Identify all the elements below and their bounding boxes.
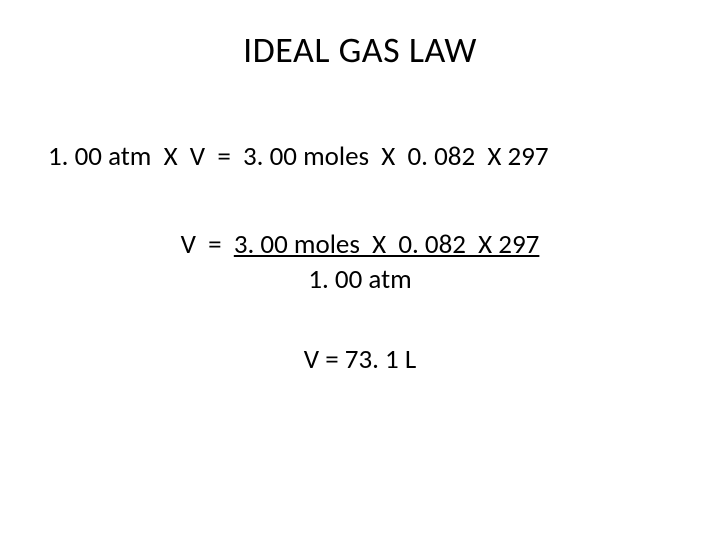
equation-2-top-row: V = 3. 00 moles X 0. 082 X 297	[0, 228, 720, 261]
equation-line-1: 1. 00 atm X V = 3. 00 moles X 0. 082 X 2…	[48, 140, 549, 173]
equation-line-3: V = 73. 1 L	[0, 343, 720, 376]
equation-2-numerator: 3. 00 moles X 0. 082 X 297	[234, 228, 540, 261]
equation-2-denominator: 1. 00 atm	[0, 263, 720, 296]
equation-line-2: V = 3. 00 moles X 0. 082 X 297 1. 00 atm	[0, 228, 720, 296]
slide-title: IDEAL GAS LAW	[0, 0, 720, 72]
equation-2-prefix: V =	[181, 228, 234, 261]
